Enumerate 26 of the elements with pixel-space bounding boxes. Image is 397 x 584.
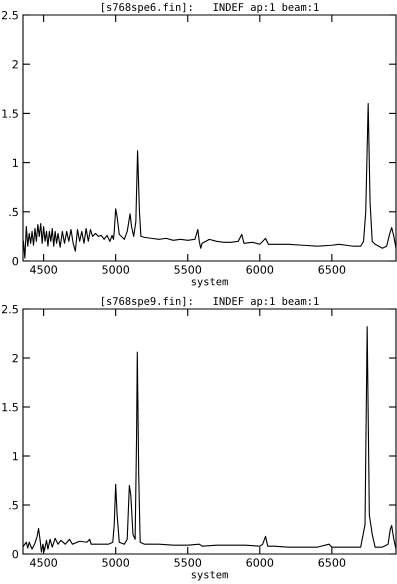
y-tick-label: 2.5 [2, 304, 18, 314]
y-tick-label: 2 [12, 354, 18, 362]
chart-title: [s768spe9.fin]: INDEF ap:1 beam:1 [102, 296, 319, 307]
y-tick-label: 2 [12, 60, 18, 68]
x-tick-label: 4500 [30, 558, 58, 567]
x-tick-label: 5500 [174, 265, 202, 274]
y-tick-label: 1 [12, 158, 18, 167]
x-tick-label: 6500 [318, 558, 346, 567]
y-tick-label: 0 [12, 550, 18, 558]
x-tick-label: 4500 [30, 265, 58, 274]
x-tick-label: 5000 [102, 265, 130, 274]
y-tick-label: .5 [9, 208, 18, 216]
chart-title: [s768spe6.fin]: INDEF ap:1 beam:1 [102, 2, 319, 13]
y-tick-label: 2.5 [2, 10, 18, 20]
x-tick-label: 6500 [318, 265, 346, 274]
y-tick-label: 0 [12, 256, 18, 266]
x-tick-label: 5000 [102, 558, 130, 567]
x-axis-title: system [192, 278, 228, 288]
x-tick-label: 6000 [246, 265, 274, 274]
y-tick-label: .5 [9, 501, 18, 510]
x-tick-label: 6000 [246, 558, 274, 567]
x-tick-label: 5500 [174, 558, 202, 567]
x-axis-title: system [192, 570, 228, 580]
y-tick-label: 1.5 [2, 403, 18, 412]
y-tick-label: 1 [12, 452, 18, 460]
y-tick-label: 1.5 [2, 110, 18, 118]
